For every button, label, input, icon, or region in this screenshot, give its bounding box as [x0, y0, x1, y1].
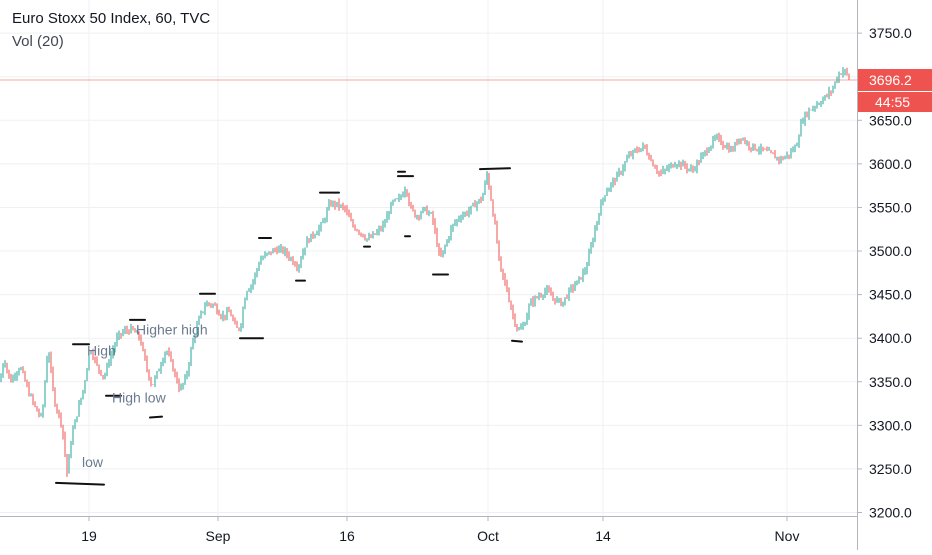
y-tick-label: 3350.0: [869, 374, 912, 390]
grid: [0, 0, 857, 516]
y-tick-label: 3600.0: [869, 156, 912, 172]
annotation-label: High low: [112, 390, 167, 406]
countdown-value: 44:55: [875, 94, 910, 110]
chart-title: Euro Stoxx 50 Index, 60, TVC: [12, 10, 211, 27]
last-price-value: 3696.2: [869, 72, 912, 88]
annotations: High Higher high High low low: [82, 322, 208, 470]
volume-indicator-label[interactable]: Vol (20): [12, 33, 64, 50]
y-tick-label: 3750.0: [869, 25, 912, 41]
last-price-badge: [858, 69, 932, 92]
hand-drawn-level: [55, 481, 105, 486]
x-tick-label: 14: [595, 528, 611, 544]
y-tick-label: 3200.0: [869, 505, 912, 521]
price-line: 3696.2 44:55: [0, 69, 932, 113]
x-tick-label: 19: [81, 528, 97, 544]
x-tick-label: 16: [339, 528, 355, 544]
y-tick-label: 3300.0: [869, 417, 912, 433]
x-tick-label: Sep: [206, 528, 231, 544]
hand-drawn-level: [479, 167, 511, 171]
countdown-badge: [858, 92, 932, 113]
y-tick-label: 3450.0: [869, 287, 912, 303]
y-tick-label: 3550.0: [869, 199, 912, 215]
candles: [0, 67, 850, 477]
hand-drawn-level: [511, 339, 523, 343]
axes: 19 Sep 16 Oct 14 Nov 3200.0 3250.0 3300.0 3350.0 3…: [0, 0, 912, 550]
y-tick-label: 3400.0: [869, 330, 912, 346]
y-tick-label: 3250.0: [869, 461, 912, 477]
x-tick-label: Nov: [775, 528, 800, 544]
hand-drawn-level: [149, 415, 163, 419]
annotation-label: Higher high: [136, 322, 208, 338]
annotation-label: High: [87, 343, 116, 359]
y-tick-label: 3650.0: [869, 112, 912, 128]
hand-drawn-markings: [55, 167, 523, 486]
annotation-label: low: [82, 454, 104, 470]
y-tick-label: 3500.0: [869, 243, 912, 259]
x-tick-label: Oct: [477, 528, 499, 544]
